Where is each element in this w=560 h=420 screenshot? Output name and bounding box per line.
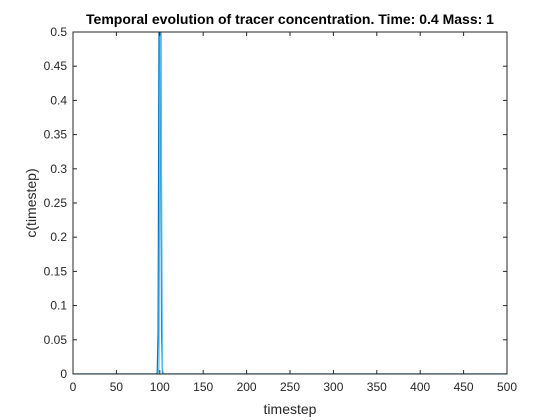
x-tick-label: 450	[454, 380, 474, 394]
x-tick-label: 50	[110, 380, 124, 394]
y-tick-label: 0.45	[44, 59, 68, 73]
y-tick-label: 0.25	[44, 196, 68, 210]
y-tick-label: 0.15	[44, 264, 68, 278]
y-axis-label: c(timestep)	[23, 168, 39, 237]
x-tick-label: 100	[150, 380, 170, 394]
x-tick-label: 250	[280, 380, 300, 394]
x-axis-label: timestep	[264, 401, 317, 417]
x-tick-label: 500	[497, 380, 517, 394]
y-tick-label: 0.2	[50, 230, 67, 244]
x-tick-label: 400	[410, 380, 430, 394]
y-tick-label: 0.5	[50, 25, 67, 39]
x-tick-label: 0	[70, 380, 77, 394]
y-tick-label: 0.35	[44, 128, 68, 142]
y-tick-label: 0	[60, 367, 67, 381]
tick-layer: 0 50 100 150 200 250 300 350 400 450 500 0 0.05 0.1 0.…	[44, 25, 518, 394]
y-tick-label: 0.1	[50, 299, 67, 313]
y-tick-label: 0.05	[44, 333, 68, 347]
axes-box	[72, 31, 508, 375]
plot-area	[73, 32, 507, 374]
x-tick-label: 350	[367, 380, 387, 394]
y-tick-label: 0.3	[50, 162, 67, 176]
y-tick-label: 0.4	[50, 93, 67, 107]
x-tick-label: 300	[323, 380, 343, 394]
x-tick-label: 200	[237, 380, 257, 394]
x-tick-label: 150	[193, 380, 213, 394]
chart-title: Temporal evolution of tracer concentrati…	[86, 11, 494, 27]
